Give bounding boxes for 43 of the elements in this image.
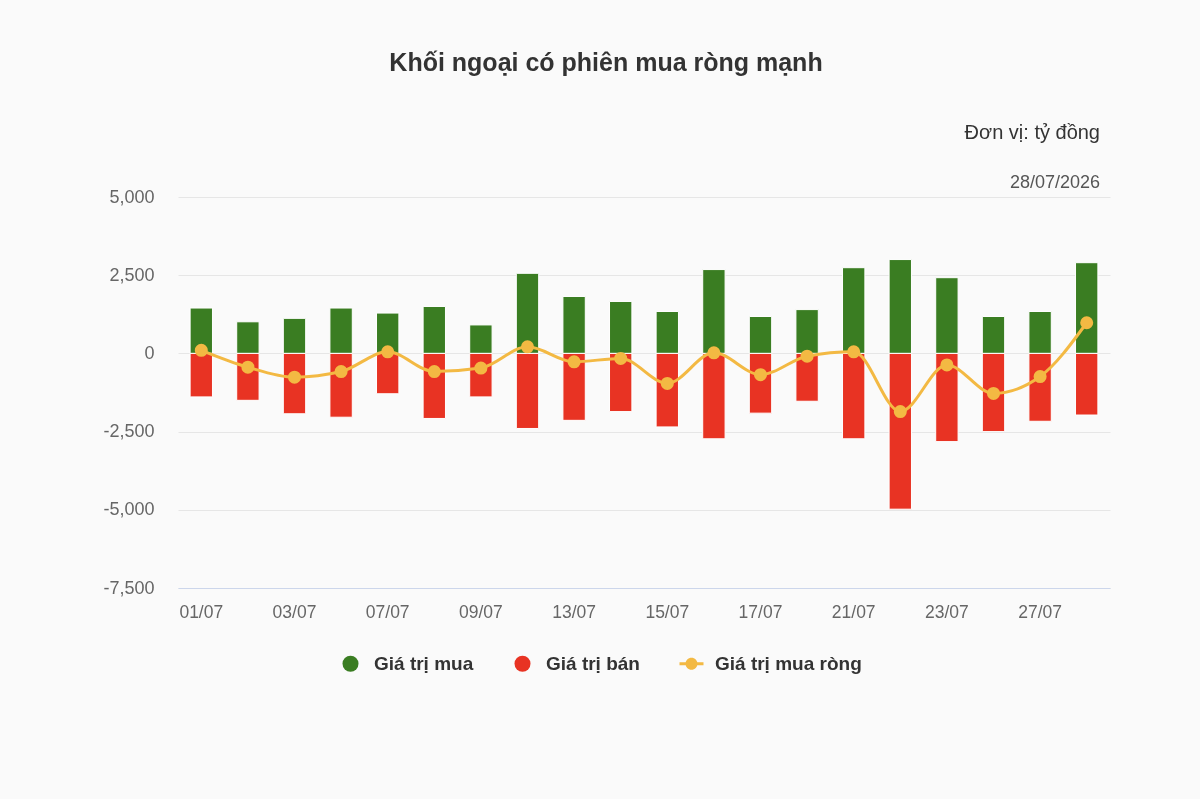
point [660,376,674,390]
point [520,340,535,354]
point [614,351,628,365]
chart-subtitle: Đơn vị: tỷ đồng [964,121,1100,143]
chart-title: Khối ngoại có phiên mua ròng mạnh [389,48,823,76]
point [287,370,302,384]
y-tick-label: -7,500 [103,577,155,598]
point [1033,370,1047,384]
point [847,345,861,359]
point [1080,316,1094,330]
x-tick-label: 01/07 [179,601,224,622]
point [940,358,954,372]
bar [376,352,400,395]
x-tick-label: 09/07 [459,601,503,622]
bar [376,312,400,354]
y-tick-label: -2,500 [103,421,155,442]
point [753,368,768,382]
x-tick-label: 17/07 [738,601,783,622]
y-tick-label: 5,000 [109,186,155,207]
legend-label: Giá trị mua ròng [715,652,862,674]
legend-label: Giá trị bán [546,652,640,674]
point [194,343,208,357]
x-tick-label: 23/07 [925,601,969,622]
y-tick-label: 0 [144,342,155,363]
point [893,405,907,419]
point [707,346,721,360]
point [427,365,441,379]
y-tick-label: -5,000 [103,499,155,520]
point [241,360,255,374]
point [800,349,814,363]
point [381,345,395,359]
x-tick-label: 13/07 [552,601,596,622]
point [334,365,348,379]
x-tick-label: 03/07 [272,601,317,622]
point [567,355,581,369]
x-tick-label: 27/07 [1018,601,1062,622]
x-tick-label: 07/07 [365,601,410,622]
y-tick-label: 2,500 [109,264,155,285]
legend-label: Giá trị mua [374,652,474,674]
x-tick-label: 15/07 [645,601,690,622]
x-tick-label: 21/07 [831,601,876,622]
text: 28/07/2026 [1009,172,1100,192]
point [986,386,1001,400]
